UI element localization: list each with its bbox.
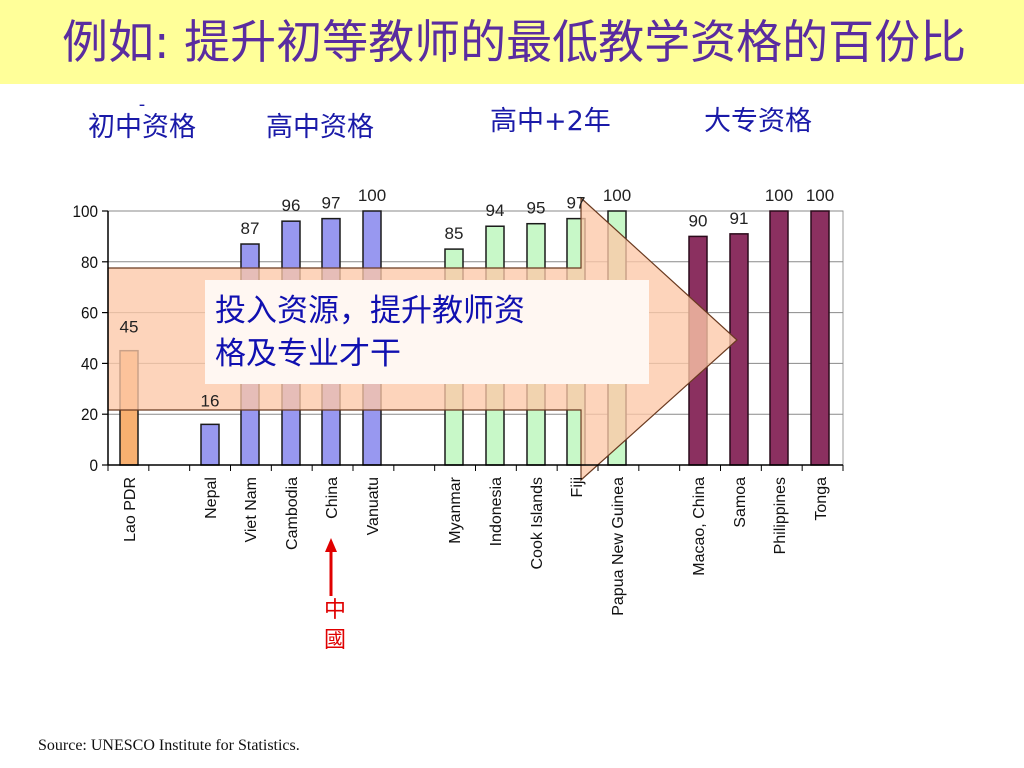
value-label-china: 97 bbox=[322, 194, 341, 213]
value-label-lao-pdr: 45 bbox=[120, 318, 139, 337]
group-label-junior: - 初中资格 bbox=[88, 94, 196, 144]
callout-line-2: 格及专业才干 bbox=[215, 336, 401, 372]
value-label-macao-china: 90 bbox=[689, 211, 708, 230]
value-label-papua-new-guinea: 100 bbox=[603, 186, 631, 205]
category-label-viet-nam: Viet Nam bbox=[243, 477, 260, 543]
category-label-cook-islands: Cook Islands bbox=[529, 477, 546, 570]
bar-tonga bbox=[810, 210, 830, 466]
value-label-samoa: 91 bbox=[730, 209, 749, 228]
bar-philippines bbox=[769, 210, 789, 466]
category-label-samoa: Samoa bbox=[732, 477, 749, 528]
category-label-indonesia: Indonesia bbox=[488, 477, 505, 546]
category-label-nepal: Nepal bbox=[203, 477, 220, 519]
bar-nepal bbox=[200, 423, 220, 466]
value-label-fiji: 97 bbox=[567, 194, 586, 213]
category-label-macao-china: Macao, China bbox=[691, 477, 708, 576]
axes: 0 20 40 60 80 100 bbox=[72, 202, 844, 475]
bar-samoa bbox=[729, 233, 749, 466]
group-label-college: 大专资格 bbox=[704, 106, 812, 137]
title-bar: 例如: 提升初等教师的最低教学资格的百份比 bbox=[0, 0, 1024, 84]
value-label-cook-islands: 95 bbox=[527, 199, 546, 218]
china-arrow-head bbox=[325, 538, 337, 552]
value-labels: 45 16 87 96 97 100 85 94 95 97 100 90 91 100 100 bbox=[120, 186, 835, 410]
group-label-senior: 高中资格 bbox=[266, 112, 374, 143]
value-label-cambodia: 96 bbox=[282, 196, 301, 215]
value-label-philippines: 100 bbox=[765, 186, 793, 205]
category-label-lao-pdr: Lao PDR bbox=[122, 477, 139, 542]
category-label-cambodia: Cambodia bbox=[284, 477, 301, 550]
china-marker-char-1: 國 bbox=[323, 628, 346, 653]
category-label-myanmar: Myanmar bbox=[447, 476, 464, 543]
y-tick-label-20: 20 bbox=[81, 405, 98, 424]
y-tick-label-100: 100 bbox=[72, 202, 98, 221]
value-label-viet-nam: 87 bbox=[241, 219, 260, 238]
source-note: Source: UNESCO Institute for Statistics. bbox=[38, 737, 300, 754]
category-labels: Lao PDR Nepal Viet Nam Cambodia China Vanuatu… bbox=[122, 476, 830, 615]
value-label-tonga: 100 bbox=[806, 186, 834, 205]
group-label-junior-text: 初中资格 bbox=[88, 112, 196, 143]
china-arrow bbox=[325, 538, 337, 596]
value-label-myanmar: 85 bbox=[445, 224, 464, 243]
category-label-fiji: Fiji bbox=[569, 477, 586, 497]
slide-title: 例如: 提升初等教师的最低教学资格的百份比 bbox=[62, 15, 967, 69]
china-marker-label: 中國 bbox=[320, 596, 350, 656]
group-label-senior-plus2: 高中+2年 bbox=[490, 106, 611, 137]
category-label-philippines: Philippines bbox=[772, 477, 789, 554]
value-label-vanuatu: 100 bbox=[358, 186, 386, 205]
value-label-indonesia: 94 bbox=[486, 201, 505, 220]
y-tick-label-60: 60 bbox=[81, 304, 98, 323]
value-label-nepal: 16 bbox=[201, 391, 220, 410]
category-label-vanuatu: Vanuatu bbox=[365, 477, 382, 535]
callout-line-1: 投入资源，提升教师资 bbox=[215, 293, 525, 329]
y-tick-label-0: 0 bbox=[89, 456, 98, 475]
category-label-tonga: Tonga bbox=[813, 477, 830, 521]
y-tick-label-40: 40 bbox=[81, 355, 98, 374]
group-label-junior-dash: - bbox=[138, 94, 146, 115]
callout-box: 投入资源，提升教师资 格及专业才干 bbox=[205, 280, 649, 384]
category-label-china: China bbox=[324, 477, 341, 519]
china-marker-char-0: 中 bbox=[323, 598, 346, 623]
y-tick-label-80: 80 bbox=[81, 253, 98, 272]
category-label-papua-new-guinea: Papua New Guinea bbox=[610, 477, 627, 616]
